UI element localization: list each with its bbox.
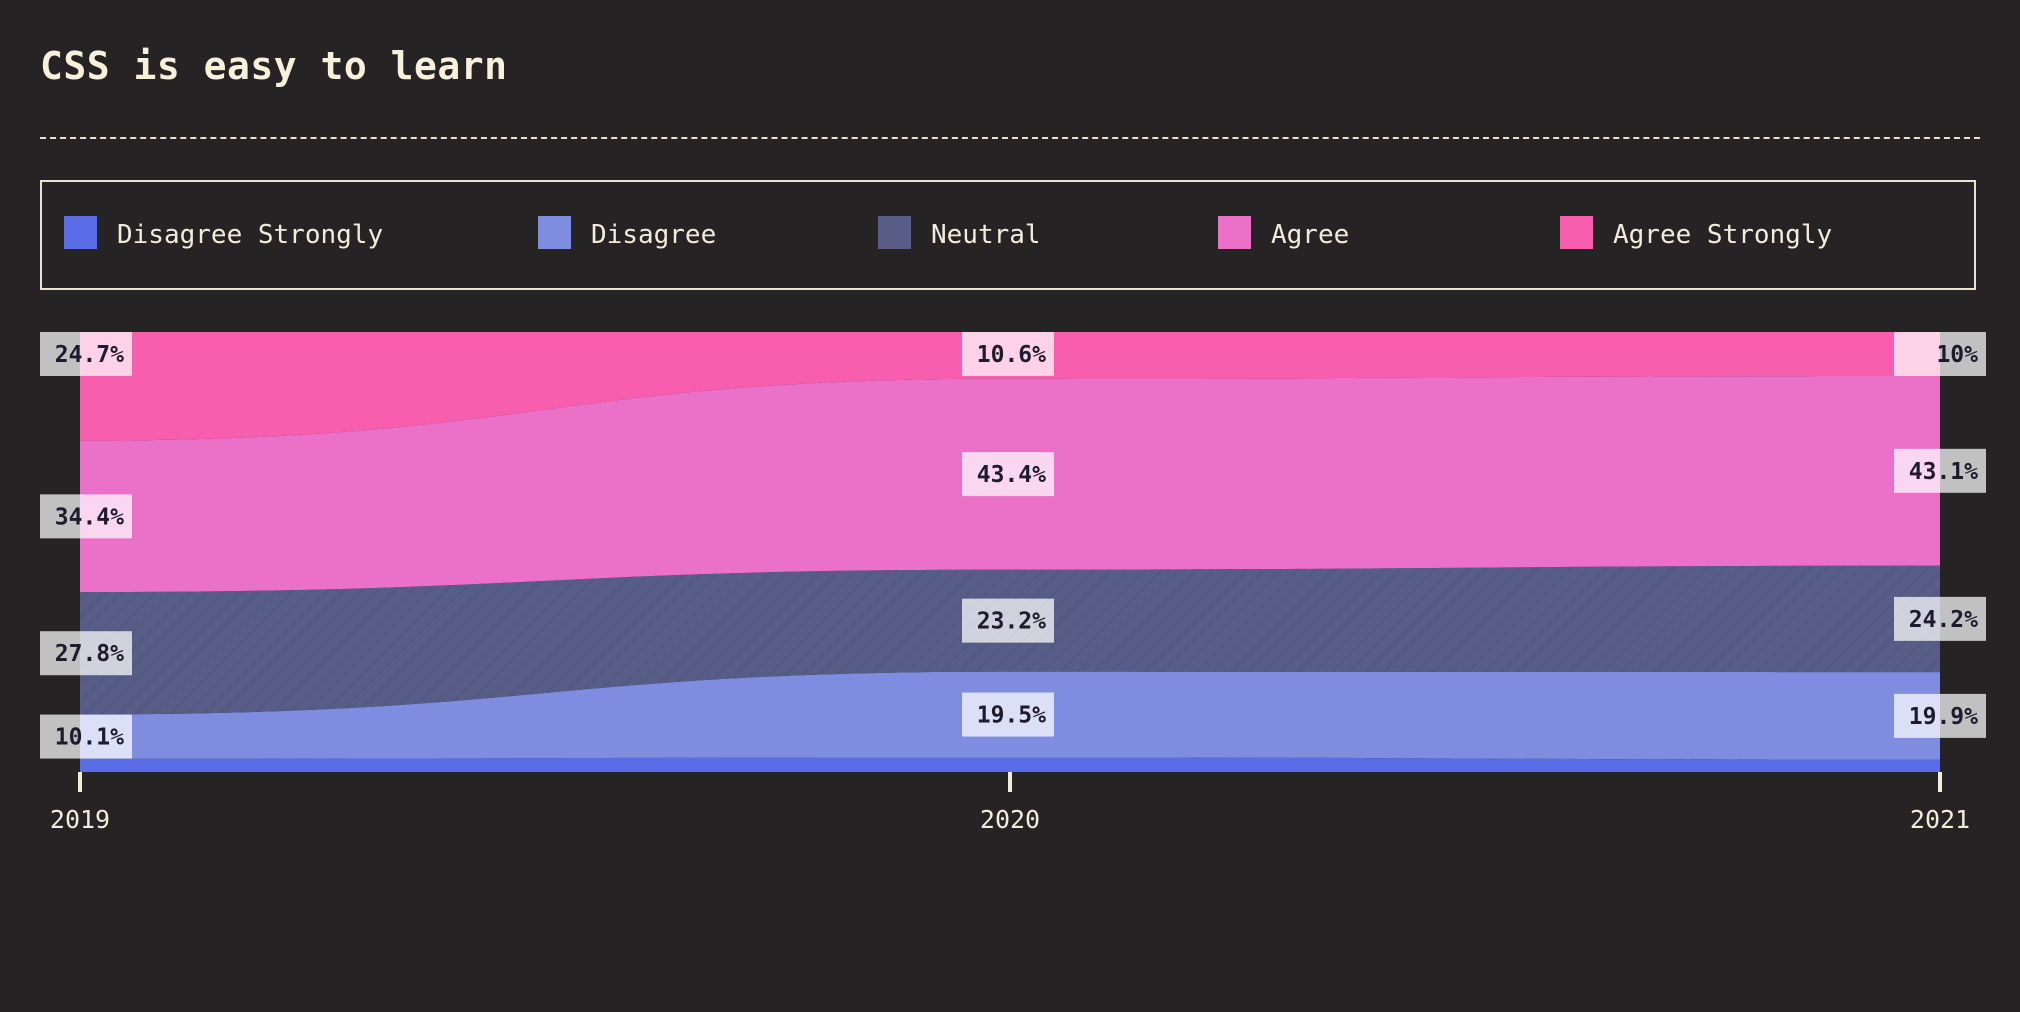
data-label-bg bbox=[40, 631, 132, 676]
data-label-bg bbox=[962, 692, 1054, 737]
legend-label: Agree Strongly bbox=[1613, 220, 1833, 250]
data-label-text: 10% bbox=[1936, 342, 1978, 368]
data-label-bg bbox=[40, 714, 132, 759]
legend-label: Neutral bbox=[931, 220, 1041, 250]
x-axis: 2019 2020 2021 bbox=[50, 772, 1970, 834]
data-label-bg bbox=[962, 452, 1054, 497]
data-label: 27.8% bbox=[40, 631, 132, 676]
data-label-bg bbox=[40, 494, 132, 539]
data-label-bg bbox=[40, 332, 132, 376]
legend-swatch bbox=[878, 215, 911, 249]
data-label: 24.2% bbox=[1894, 596, 1986, 641]
legend: Disagree Strongly Disagree Neutral Agree… bbox=[40, 180, 1976, 290]
data-label-bg bbox=[962, 332, 1054, 376]
legend-item-disagree-strongly[interactable]: Disagree Strongly bbox=[64, 182, 383, 288]
data-label-bg bbox=[1894, 596, 1986, 641]
data-label-text: 43.4% bbox=[977, 462, 1046, 488]
data-label: 10.6% bbox=[962, 332, 1054, 376]
data-label: 19.5% bbox=[962, 692, 1054, 737]
data-label-text: 19.5% bbox=[977, 703, 1046, 729]
x-tick-label: 2019 bbox=[50, 805, 110, 834]
title-divider bbox=[40, 137, 1980, 139]
legend-swatch bbox=[538, 215, 571, 249]
legend-label: Disagree Strongly bbox=[117, 220, 384, 250]
legend-item-agree-strongly[interactable]: Agree Strongly bbox=[1560, 182, 1832, 288]
data-label-text: 24.7% bbox=[55, 342, 124, 368]
data-label-text: 27.8% bbox=[55, 641, 124, 667]
data-label-bg bbox=[1894, 693, 1986, 738]
legend-label: Agree bbox=[1271, 220, 1350, 250]
legend-item-disagree[interactable]: Disagree bbox=[538, 182, 716, 288]
data-label: 10.1% bbox=[40, 714, 132, 759]
legend-label: Disagree bbox=[591, 220, 717, 250]
data-label-text: 19.9% bbox=[1909, 704, 1978, 730]
data-label: 23.2% bbox=[962, 598, 1054, 643]
legend-swatch bbox=[1560, 215, 1593, 249]
legend-item-agree[interactable]: Agree bbox=[1218, 182, 1349, 288]
area-disagree-strongly[interactable] bbox=[80, 757, 1940, 772]
area-agree-strongly[interactable] bbox=[80, 332, 1940, 441]
legend-swatch bbox=[64, 215, 97, 249]
legend-swatch bbox=[1218, 215, 1251, 249]
data-label: 43.1% bbox=[1894, 448, 1986, 493]
legend-item-neutral[interactable]: Neutral bbox=[878, 182, 1041, 288]
data-label-text: 43.1% bbox=[1909, 459, 1978, 485]
data-label-text: 10.1% bbox=[55, 725, 124, 751]
data-label-text: 34.4% bbox=[55, 504, 124, 530]
chart-title: CSS is easy to learn bbox=[40, 44, 508, 88]
x-tick-label: 2021 bbox=[1910, 805, 1970, 834]
x-tick-label: 2020 bbox=[980, 805, 1040, 834]
data-label: 19.9% bbox=[1894, 693, 1986, 738]
data-labels: 10.1% 19.5% 19.9% 27.8% 23.2% 24.2% 34.4% 43.4%… bbox=[40, 332, 1986, 759]
data-label-bg bbox=[962, 598, 1054, 643]
data-label: 34.4% bbox=[40, 494, 132, 539]
data-label-text: 23.2% bbox=[977, 609, 1046, 635]
data-label-bg bbox=[1894, 448, 1986, 493]
data-label: 10% bbox=[1894, 332, 1986, 376]
data-label: 24.7% bbox=[40, 332, 132, 376]
data-label-bg bbox=[1894, 332, 1986, 376]
data-label: 43.4% bbox=[962, 452, 1054, 497]
data-label-text: 10.6% bbox=[977, 342, 1046, 368]
data-label-text: 24.2% bbox=[1909, 607, 1978, 633]
